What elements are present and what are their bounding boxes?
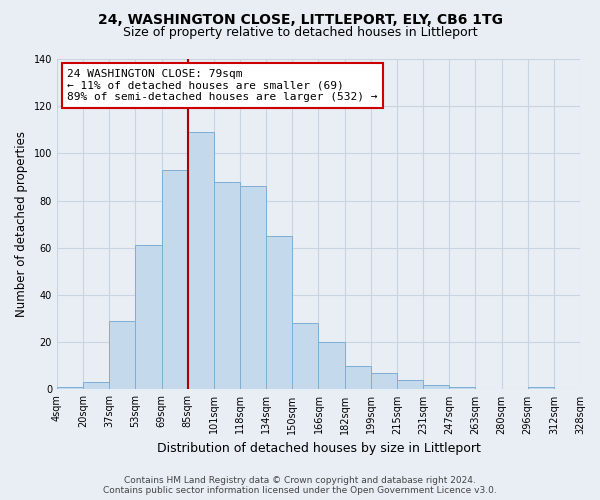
Bar (214, 182, 240, 390)
Text: Size of property relative to detached houses in Littleport: Size of property relative to detached ho… (122, 26, 478, 39)
Bar (240, 186, 266, 390)
Text: 24, WASHINGTON CLOSE, LITTLEPORT, ELY, CB6 1TG: 24, WASHINGTON CLOSE, LITTLEPORT, ELY, C… (97, 12, 503, 26)
Bar (266, 236, 292, 390)
Bar (136, 246, 161, 390)
Bar (449, 387, 475, 390)
Bar (527, 387, 554, 390)
Bar (423, 384, 449, 390)
Bar (397, 380, 423, 390)
Text: 24 WASHINGTON CLOSE: 79sqm
← 11% of detached houses are smaller (69)
89% of semi: 24 WASHINGTON CLOSE: 79sqm ← 11% of deta… (67, 69, 378, 102)
Bar (83, 382, 109, 390)
Bar (344, 366, 371, 390)
Bar (109, 321, 136, 390)
Bar (161, 170, 188, 390)
Text: Contains HM Land Registry data © Crown copyright and database right 2024.
Contai: Contains HM Land Registry data © Crown c… (103, 476, 497, 495)
Bar (57, 387, 83, 390)
X-axis label: Distribution of detached houses by size in Littleport: Distribution of detached houses by size … (157, 442, 481, 455)
Bar (188, 132, 214, 390)
Y-axis label: Number of detached properties: Number of detached properties (15, 131, 28, 317)
Bar (292, 324, 319, 390)
Bar (319, 342, 344, 390)
Bar (371, 373, 397, 390)
